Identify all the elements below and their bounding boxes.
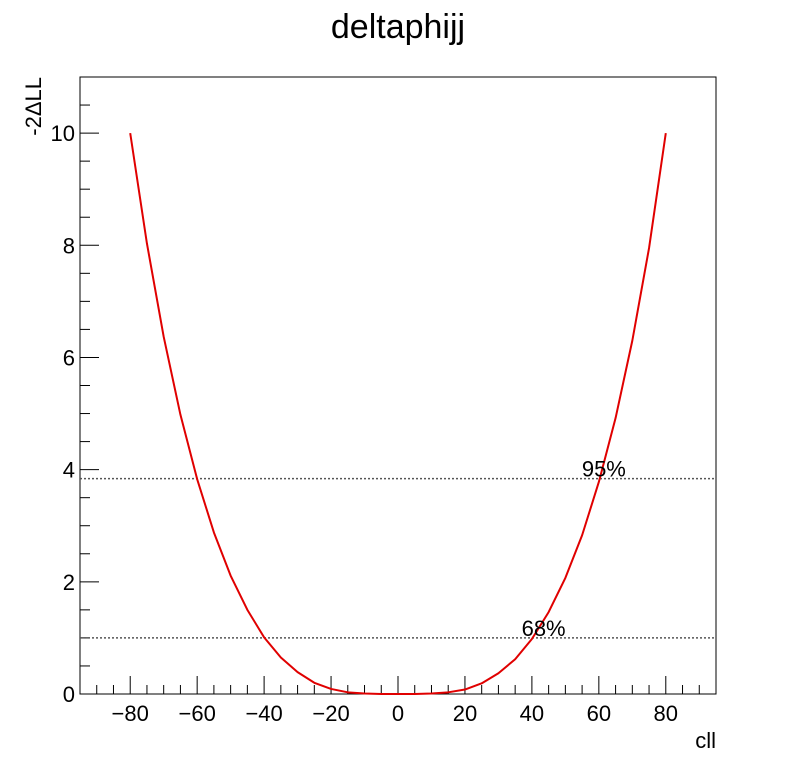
minor-ticks [79, 104, 717, 694]
x-tick-labels: −80 −60 −40 −20 0 20 40 60 80 [112, 701, 678, 726]
plot-frame [79, 76, 717, 695]
reference-labels: 95% 68% [522, 457, 626, 641]
y-tick-label: 2 [63, 570, 75, 595]
y-axis-label: -2ΔLL [21, 77, 46, 136]
major-ticks [80, 132, 667, 695]
x-tick-label: 20 [453, 701, 477, 726]
x-tick-label: −60 [178, 701, 215, 726]
x-tick-label: 40 [520, 701, 544, 726]
y-tick-label: 8 [63, 233, 75, 258]
y-tick-label: 4 [63, 458, 75, 483]
x-tick-label: 60 [587, 701, 611, 726]
likelihood-curve [129, 132, 667, 695]
y-tick-label: 0 [63, 682, 75, 707]
reference-lines [80, 477, 716, 639]
y-tick-labels: 0 2 4 6 8 10 [51, 121, 75, 707]
reference-line-label: 68% [522, 616, 566, 641]
x-tick-label: 0 [392, 701, 404, 726]
chart-title: deltaphijj [331, 8, 465, 46]
x-tick-label: −80 [112, 701, 149, 726]
reference-line-label: 95% [582, 457, 626, 482]
y-tick-label: 6 [63, 345, 75, 370]
y-tick-label: 10 [51, 121, 75, 146]
x-tick-label: 80 [654, 701, 678, 726]
series-layer [129, 132, 667, 695]
x-tick-label: −40 [245, 701, 282, 726]
x-axis-label: cll [695, 728, 716, 753]
x-tick-label: −20 [312, 701, 349, 726]
